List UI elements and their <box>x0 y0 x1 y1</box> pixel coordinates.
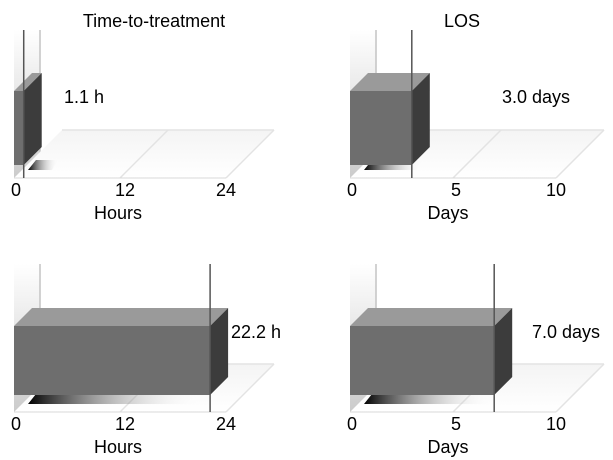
floor-gridline <box>555 129 605 179</box>
bar-top-face <box>14 73 42 91</box>
chart-panel-los-bottom: 0 5 10 Days 7.0 days <box>347 264 605 457</box>
tick-label: 24 <box>216 180 236 200</box>
tick-label: 0 <box>347 180 357 200</box>
bar-shadow <box>364 394 493 404</box>
floor-gridline <box>452 129 502 179</box>
value-label: 3.0 days <box>502 87 570 107</box>
tick-label: 12 <box>115 414 135 434</box>
floor-gridline <box>555 363 605 413</box>
floor-gridline <box>225 129 275 179</box>
bar-side-face <box>23 73 42 165</box>
chart-panel-time-to-treatment-top: Time-to-treatment 0 12 24 Hours 1.1 h <box>11 11 275 223</box>
tick-label: 0 <box>11 180 21 200</box>
bar-shadow <box>28 160 58 170</box>
bar-shadow <box>28 394 201 404</box>
plot-area <box>14 264 275 413</box>
tick-label: 5 <box>451 414 461 434</box>
tick-label: 24 <box>216 414 236 434</box>
plot-area <box>350 30 605 179</box>
bar-front-face <box>14 91 24 165</box>
plot-area <box>14 30 275 179</box>
tick-label: 12 <box>115 180 135 200</box>
chart-title: Time-to-treatment <box>83 11 225 31</box>
floor-gridline <box>225 363 275 413</box>
bar-top-face <box>350 73 430 91</box>
value-label: 1.1 h <box>64 87 104 107</box>
bar-front-face <box>350 326 495 395</box>
x-axis-label: Hours <box>94 437 142 457</box>
value-label: 7.0 days <box>532 322 600 342</box>
x-axis-label: Days <box>427 203 468 223</box>
value-label: 22.2 h <box>231 322 281 342</box>
bar-top-face <box>350 308 513 326</box>
bar-top-face <box>14 308 229 326</box>
chart-panel-time-to-treatment-bottom: 0 12 24 Hours 22.2 h <box>11 264 281 457</box>
floor-gridline <box>119 129 169 179</box>
tick-label: 10 <box>546 414 566 434</box>
x-axis-label: Hours <box>94 203 142 223</box>
tick-label: 5 <box>451 180 461 200</box>
chart-title: LOS <box>444 11 480 31</box>
tick-label: 0 <box>347 414 357 434</box>
bar-front-face <box>350 91 412 165</box>
x-axis-label: Days <box>427 437 468 457</box>
tick-label: 0 <box>11 414 21 434</box>
bar-side-face <box>411 73 430 165</box>
bar-side-face <box>210 308 229 395</box>
bar-side-face <box>494 308 513 395</box>
bar-front-face <box>14 326 211 395</box>
plot-area <box>350 264 605 413</box>
tick-label: 10 <box>546 180 566 200</box>
chart-panel-los-top: LOS 0 5 10 Days 3.0 days <box>347 11 605 223</box>
